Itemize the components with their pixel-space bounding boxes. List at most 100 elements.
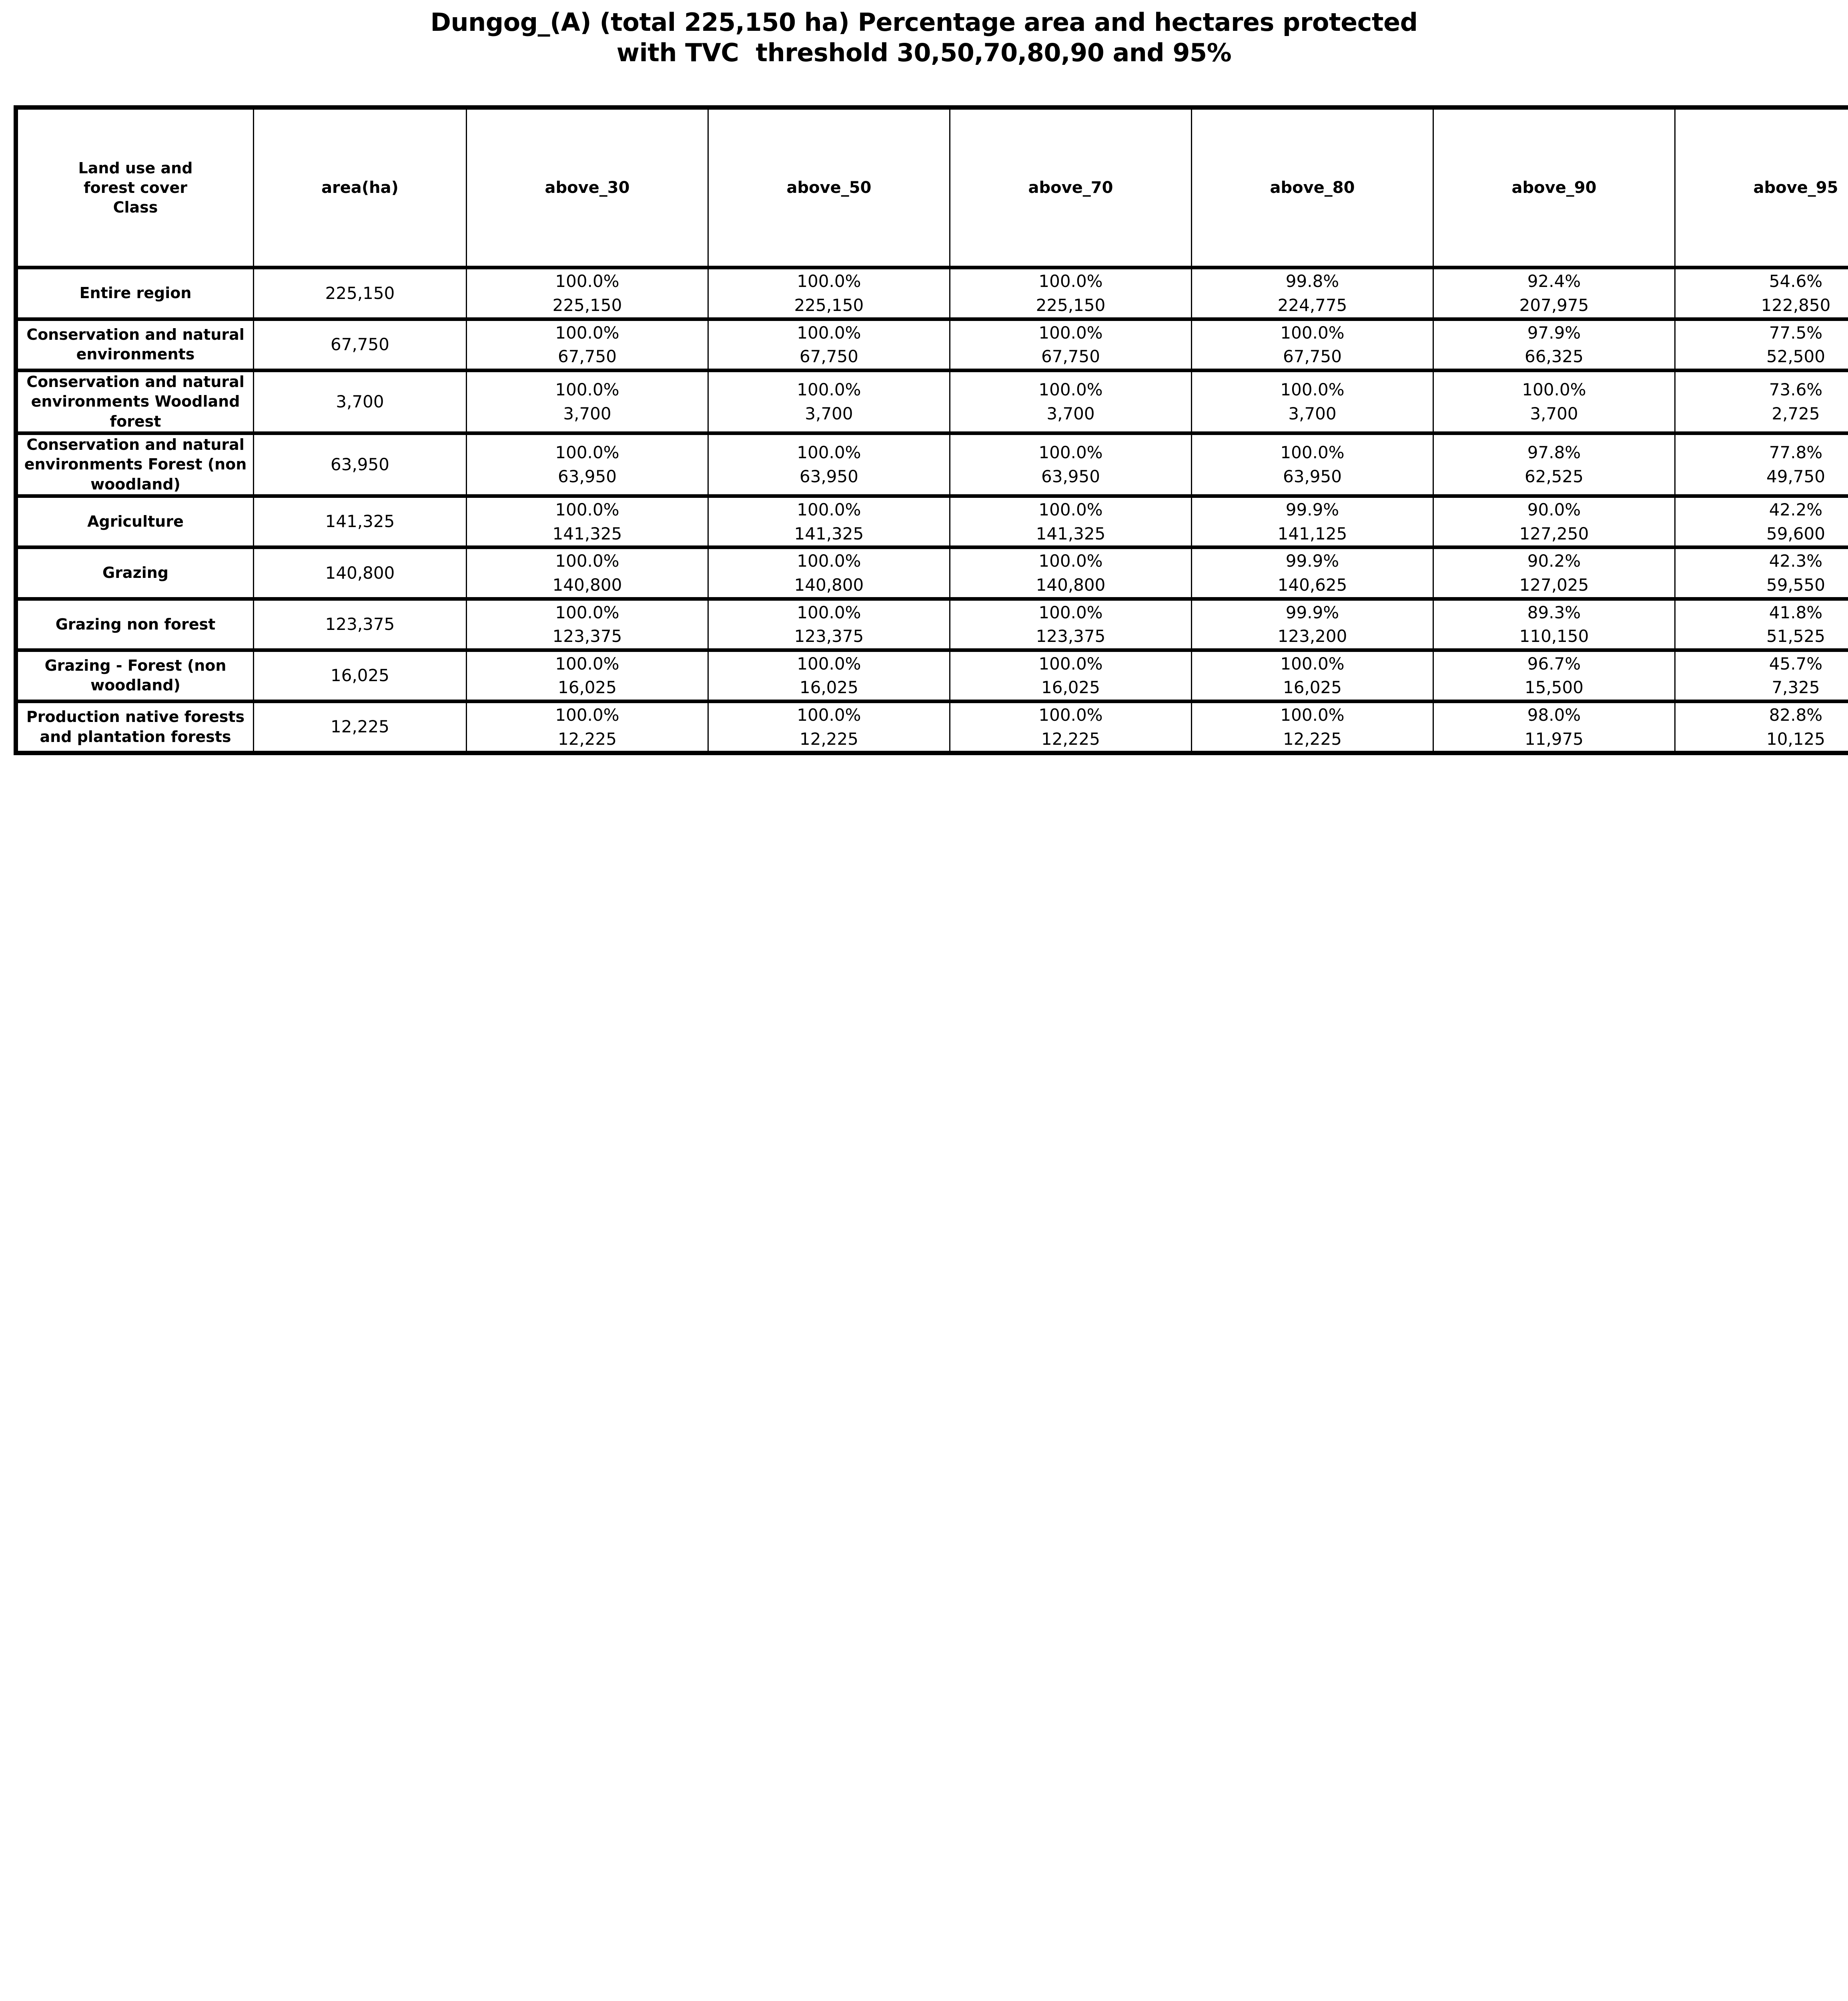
row-area-value: 141,325 bbox=[253, 496, 467, 549]
row-threshold-cell: 100.0% 140,800 bbox=[708, 547, 950, 601]
cell-percent: 100.0% bbox=[1280, 654, 1345, 674]
cell-hectares: 16,025 bbox=[558, 678, 617, 698]
cell-percent: 89.3% bbox=[1527, 602, 1581, 622]
cell-percent: 42.2% bbox=[1769, 500, 1823, 520]
cell-hectares: 15,500 bbox=[1525, 678, 1583, 698]
table-row: Conservation and natural environments 67,… bbox=[16, 319, 1848, 372]
class-header-line-3: Class bbox=[113, 198, 158, 216]
row-threshold-cell: 99.9% 140,625 bbox=[1191, 547, 1434, 601]
cell-percent: 96.7% bbox=[1527, 654, 1581, 674]
cell-percent: 100.0% bbox=[555, 380, 619, 400]
row-threshold-cell: 100.0% 225,150 bbox=[466, 267, 709, 321]
row-class-label: Production native forests and plantation… bbox=[16, 701, 254, 756]
row-class-label: Grazing bbox=[16, 547, 254, 601]
cell-percent: 100.0% bbox=[1038, 323, 1103, 343]
row-threshold-cell: 100.0% 63,950 bbox=[1191, 433, 1434, 498]
row-area-value: 16,025 bbox=[253, 650, 467, 704]
table-row: Agriculture 141,325 100.0% 141,325 100.0% 141… bbox=[16, 496, 1848, 549]
cell-percent: 98.0% bbox=[1527, 705, 1581, 725]
cell-percent: 100.0% bbox=[1038, 654, 1103, 674]
cell-percent: 54.6% bbox=[1769, 271, 1823, 291]
cell-percent: 99.8% bbox=[1285, 271, 1339, 291]
row-threshold-cell: 100.0% 63,950 bbox=[466, 433, 709, 498]
column-header-above-95: above_95 bbox=[1675, 107, 1848, 270]
cell-hectares: 51,525 bbox=[1766, 626, 1825, 646]
row-threshold-cell: 100.0% 141,325 bbox=[708, 496, 950, 549]
cell-hectares: 122,850 bbox=[1761, 295, 1831, 315]
cell-percent: 100.0% bbox=[555, 323, 619, 343]
row-threshold-cell: 100.0% 12,225 bbox=[1191, 701, 1434, 756]
cell-hectares: 140,800 bbox=[794, 575, 864, 595]
row-threshold-cell: 73.6% 2,725 bbox=[1675, 370, 1848, 435]
row-threshold-cell: 92.4% 207,975 bbox=[1433, 267, 1676, 321]
table-header-row: Land use and forest cover Class area(ha)… bbox=[16, 107, 1848, 270]
cell-percent: 99.9% bbox=[1285, 551, 1339, 571]
cell-hectares: 224,775 bbox=[1277, 295, 1347, 315]
cell-hectares: 62,525 bbox=[1525, 467, 1583, 486]
cell-percent: 73.6% bbox=[1769, 380, 1823, 400]
column-header-above-90: above_90 bbox=[1433, 107, 1676, 270]
row-threshold-cell: 100.0% 123,375 bbox=[950, 599, 1192, 652]
cell-percent: 100.0% bbox=[1522, 380, 1586, 400]
cell-percent: 41.8% bbox=[1769, 602, 1823, 622]
cell-percent: 100.0% bbox=[797, 271, 861, 291]
column-header-above-80: above_80 bbox=[1191, 107, 1434, 270]
cell-hectares: 12,225 bbox=[1041, 729, 1100, 749]
cell-hectares: 7,325 bbox=[1772, 678, 1820, 698]
column-header-above-70: above_70 bbox=[950, 107, 1192, 270]
row-threshold-cell: 99.8% 224,775 bbox=[1191, 267, 1434, 321]
row-area-value: 225,150 bbox=[253, 267, 467, 321]
cell-percent: 100.0% bbox=[1280, 380, 1345, 400]
row-threshold-cell: 82.8% 10,125 bbox=[1675, 701, 1848, 756]
row-class-label: Agriculture bbox=[16, 496, 254, 549]
cell-hectares: 63,950 bbox=[558, 467, 617, 486]
cell-hectares: 12,225 bbox=[1283, 729, 1342, 749]
table-row: Conservation and natural environments Wo… bbox=[16, 370, 1848, 435]
row-threshold-cell: 41.8% 51,525 bbox=[1675, 599, 1848, 652]
class-header-line-2: forest cover bbox=[83, 178, 188, 196]
row-threshold-cell: 100.0% 3,700 bbox=[466, 370, 709, 435]
row-class-label: Grazing non forest bbox=[16, 599, 254, 652]
row-threshold-cell: 96.7% 15,500 bbox=[1433, 650, 1676, 704]
cell-hectares: 123,375 bbox=[794, 626, 864, 646]
cell-percent: 100.0% bbox=[1038, 551, 1103, 571]
row-threshold-cell: 100.0% 3,700 bbox=[950, 370, 1192, 435]
column-header-above-30: above_30 bbox=[466, 107, 709, 270]
row-area-value: 63,950 bbox=[253, 433, 467, 498]
row-area-value: 12,225 bbox=[253, 701, 467, 756]
row-threshold-cell: 98.0% 11,975 bbox=[1433, 701, 1676, 756]
cell-hectares: 63,950 bbox=[1041, 467, 1100, 486]
row-threshold-cell: 100.0% 67,750 bbox=[1191, 319, 1434, 372]
cell-hectares: 52,500 bbox=[1766, 347, 1825, 367]
row-threshold-cell: 42.3% 59,550 bbox=[1675, 547, 1848, 601]
title-line-1: Dungog_(A) (total 225,150 ha) Percentage… bbox=[430, 8, 1418, 37]
cell-hectares: 63,950 bbox=[800, 467, 858, 486]
cell-percent: 100.0% bbox=[1038, 602, 1103, 622]
cell-hectares: 12,225 bbox=[558, 729, 617, 749]
row-threshold-cell: 100.0% 140,800 bbox=[950, 547, 1192, 601]
cell-percent: 100.0% bbox=[797, 500, 861, 520]
cell-percent: 42.3% bbox=[1769, 551, 1823, 571]
cell-percent: 77.5% bbox=[1769, 323, 1823, 343]
cell-hectares: 16,025 bbox=[1041, 678, 1100, 698]
cell-percent: 45.7% bbox=[1769, 654, 1823, 674]
row-threshold-cell: 90.0% 127,250 bbox=[1433, 496, 1676, 549]
cell-hectares: 67,750 bbox=[800, 347, 858, 367]
row-threshold-cell: 90.2% 127,025 bbox=[1433, 547, 1676, 601]
cell-percent: 100.0% bbox=[1038, 380, 1103, 400]
table-row: Production native forests and plantation… bbox=[16, 701, 1848, 756]
cell-percent: 100.0% bbox=[1038, 271, 1103, 291]
cell-hectares: 110,150 bbox=[1519, 626, 1589, 646]
cell-percent: 100.0% bbox=[555, 654, 619, 674]
row-threshold-cell: 100.0% 12,225 bbox=[950, 701, 1192, 756]
cell-hectares: 123,375 bbox=[1036, 626, 1106, 646]
cell-hectares: 59,600 bbox=[1766, 523, 1825, 543]
cell-percent: 77.8% bbox=[1769, 443, 1823, 463]
row-area-value: 140,800 bbox=[253, 547, 467, 601]
cell-hectares: 207,975 bbox=[1519, 295, 1589, 315]
cell-percent: 100.0% bbox=[1038, 500, 1103, 520]
cell-hectares: 67,750 bbox=[1041, 347, 1100, 367]
row-class-label: Conservation and natural environments bbox=[16, 319, 254, 372]
row-threshold-cell: 77.5% 52,500 bbox=[1675, 319, 1848, 372]
cell-percent: 100.0% bbox=[1280, 323, 1345, 343]
